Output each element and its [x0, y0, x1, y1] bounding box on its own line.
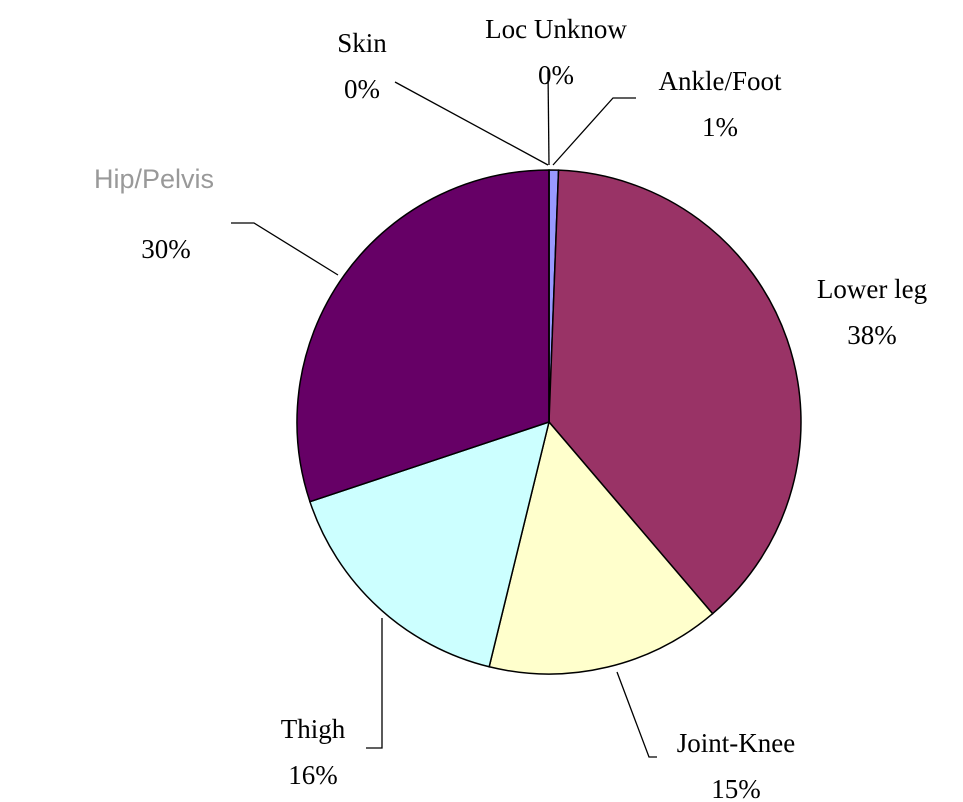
slice-label-value-loc-unknow: 0% [538, 60, 574, 90]
leader-line-thigh [366, 618, 383, 749]
slice-label-name-hip-pelvis: Hip/Pelvis [94, 164, 214, 194]
leader-line-hip-pelvis [231, 222, 339, 276]
leader-line-ankle-foot [552, 97, 636, 166]
leader-line-loc-unknow [547, 69, 550, 166]
slice-label-name-loc-unknow: Loc Unknow [485, 14, 627, 44]
slice-label-value-hip-pelvis: 30% [141, 234, 191, 264]
pie-slice-lower-leg [548, 169, 802, 615]
pie-slices [296, 169, 802, 675]
pie-slice-thigh [308, 420, 551, 668]
slice-label-value-lower-leg: 38% [847, 320, 897, 350]
slice-label-name-joint-knee: Joint-Knee [677, 728, 795, 758]
pie-slice-joint-knee [488, 420, 714, 675]
leader-line-skin [394, 81, 549, 166]
slice-label-value-ankle-foot: 1% [702, 112, 738, 142]
slice-label-value-thigh: 16% [288, 760, 338, 790]
slice-label-value-joint-knee: 15% [711, 774, 761, 802]
leader-line-joint-knee [616, 671, 657, 758]
slice-label-name-ankle-foot: Ankle/Foot [658, 66, 782, 96]
slice-label-name-skin: Skin [337, 28, 387, 58]
slice-labels: Skin 0% Loc Unknow 0% Ankle/Foot 1% Hip/… [94, 14, 927, 802]
pie-slice-hip-pelvis [296, 169, 550, 503]
leader-lines [231, 69, 657, 758]
slice-label-name-lower-leg: Lower leg [817, 274, 927, 304]
slice-label-name-thigh: Thigh [281, 714, 346, 744]
slice-label-value-skin: 0% [344, 74, 380, 104]
